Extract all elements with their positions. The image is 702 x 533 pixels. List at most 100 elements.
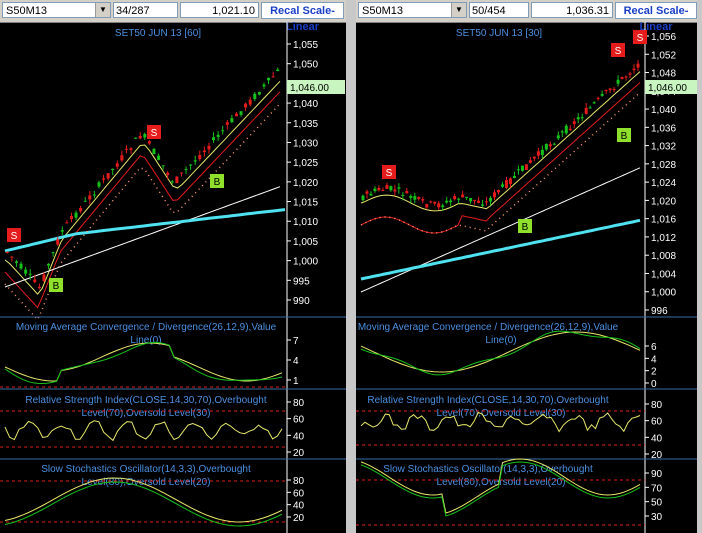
candle-body	[540, 149, 544, 156]
candle-body	[528, 160, 532, 163]
right-toolbar: S50M13 ▼ 50/454 1,036.31 Recal Scale-Line…	[356, 0, 697, 33]
right-range-value: 50/454	[472, 5, 506, 17]
right-price-tick-label: 1,024	[651, 178, 676, 189]
left-ma-short-line	[4, 80, 281, 295]
left-stochastic-k	[4, 477, 283, 523]
left-current-price-box	[287, 80, 345, 94]
candle-body	[568, 128, 572, 130]
left-recal-label: Recal Scale-Linear	[270, 5, 335, 33]
left-sell-signal-box	[147, 125, 161, 139]
left-chart-canvas[interactable]: SET50 JUN 13 [60] 1,0551,0501,0451,0401,…	[0, 22, 346, 533]
left-macd-title: Moving Average Convergence / Divergence(…	[16, 322, 277, 333]
candle-body	[465, 196, 469, 198]
right-stochastic-k	[360, 458, 641, 514]
left-ma-mid-line	[4, 91, 281, 309]
right-window-edge	[697, 0, 702, 533]
chevron-down-icon[interactable]: ▼	[95, 3, 110, 17]
right-price-tick-label: 1,040	[651, 105, 676, 116]
right-rsi-tick-label: 60	[651, 417, 663, 428]
candle-body	[262, 84, 266, 87]
candle-body	[461, 194, 465, 198]
candle-body	[532, 156, 536, 159]
candle-body	[134, 137, 138, 139]
candle-body	[143, 133, 147, 138]
candle-body	[445, 200, 449, 203]
candle-body	[230, 118, 234, 123]
candle-body	[147, 141, 151, 144]
candle-body	[42, 274, 46, 281]
right-ma-long-line	[360, 167, 641, 293]
left-symbol-select[interactable]: S50M13 ▼	[2, 2, 111, 18]
panel-splitter[interactable]	[346, 0, 356, 533]
left-current-price: 1,046.00	[290, 83, 329, 94]
candle-body	[524, 164, 528, 170]
candle-body	[271, 76, 275, 78]
right-sell-signal-label: S	[615, 46, 622, 57]
left-price-tick-label: 1,035	[293, 119, 318, 130]
chevron-down-icon[interactable]: ▼	[451, 3, 466, 17]
right-stochastic-tick-label: 50	[651, 498, 663, 509]
left-recal-scale-button[interactable]: Recal Scale-Linear	[261, 2, 344, 33]
right-ma-trend-line	[360, 218, 641, 281]
right-price-tick-label: 1,000	[651, 288, 676, 299]
right-chart-window: S50M13 ▼ 50/454 1,036.31 Recal Scale-Line…	[356, 0, 697, 533]
candle-body	[584, 107, 588, 114]
candle-body	[377, 188, 381, 191]
right-price-axis: 1,0561,0521,0481,0441,0401,0361,0321,028…	[645, 32, 676, 317]
right-price-tick-label: 1,028	[651, 160, 676, 171]
candle-body	[60, 230, 64, 232]
right-rsi-tick-label: 40	[651, 433, 663, 444]
right-price-tick-label: 1,004	[651, 269, 676, 280]
candle-body	[115, 163, 119, 167]
candle-body	[580, 117, 584, 119]
candle-body	[624, 76, 628, 78]
left-price-tick-label: 1,010	[293, 217, 318, 228]
candle-body	[441, 205, 445, 208]
candle-body	[552, 143, 556, 145]
candle-body	[92, 194, 96, 196]
right-stochastic-tick-label: 30	[651, 512, 663, 523]
candle-body	[381, 189, 385, 191]
candle-body	[393, 189, 397, 192]
left-macd-tick-label: 7	[293, 336, 299, 347]
right-price-plot: S S S B B	[360, 30, 647, 293]
right-symbol-select[interactable]: S50M13 ▼	[358, 2, 467, 18]
right-sell-signal-label: S	[637, 33, 644, 44]
candle-body	[47, 263, 51, 266]
candle-body	[74, 212, 78, 218]
candle-body	[592, 102, 596, 104]
left-price-tick-label: 1,025	[293, 158, 318, 169]
right-sell-signal-box	[611, 43, 625, 57]
right-macd-plot: 64 20	[360, 330, 657, 390]
left-stochastic-tick-label: 40	[293, 501, 305, 512]
right-recal-scale-button[interactable]: Recal Scale-Linear	[615, 2, 697, 33]
left-sar-dots	[4, 103, 281, 321]
right-price-tick-label: 1,048	[651, 69, 676, 80]
right-range-field[interactable]: 50/454	[469, 2, 529, 18]
left-stochastic-d	[4, 481, 283, 527]
candle-body	[239, 111, 243, 115]
candle-body	[632, 68, 636, 71]
candle-body	[409, 195, 413, 198]
left-chart-window: S50M13 ▼ 34/287 1,021.10 Recal Scale-Line…	[0, 0, 346, 533]
left-rsi-title: Relative Strength Index(CLOSE,14,30,70),…	[25, 395, 266, 406]
left-range-field[interactable]: 34/287	[113, 2, 178, 18]
candle-body	[56, 239, 60, 245]
left-rsi-plot: 80 60 40 20	[0, 398, 305, 459]
candle-body	[179, 172, 183, 174]
candle-body	[453, 196, 457, 200]
right-buy-signal-box	[518, 219, 532, 233]
right-stochastic-tick-label: 70	[651, 483, 663, 494]
candle-body	[477, 200, 481, 203]
right-chart-canvas[interactable]: SET50 JUN 13 [30] 1,0561,0521,0481,0441,…	[356, 22, 697, 533]
left-buy-signal-box	[49, 278, 63, 292]
candle-body	[548, 144, 552, 147]
right-macd-title: Moving Average Convergence / Divergence(…	[358, 322, 619, 333]
right-ma-mid-line	[360, 82, 641, 234]
left-price-field[interactable]: 1,021.10	[180, 2, 259, 18]
candle-body	[33, 279, 37, 283]
left-rsi-tick-label: 40	[293, 431, 305, 442]
candle-body	[244, 103, 248, 108]
right-price-field[interactable]: 1,036.31	[531, 2, 613, 18]
